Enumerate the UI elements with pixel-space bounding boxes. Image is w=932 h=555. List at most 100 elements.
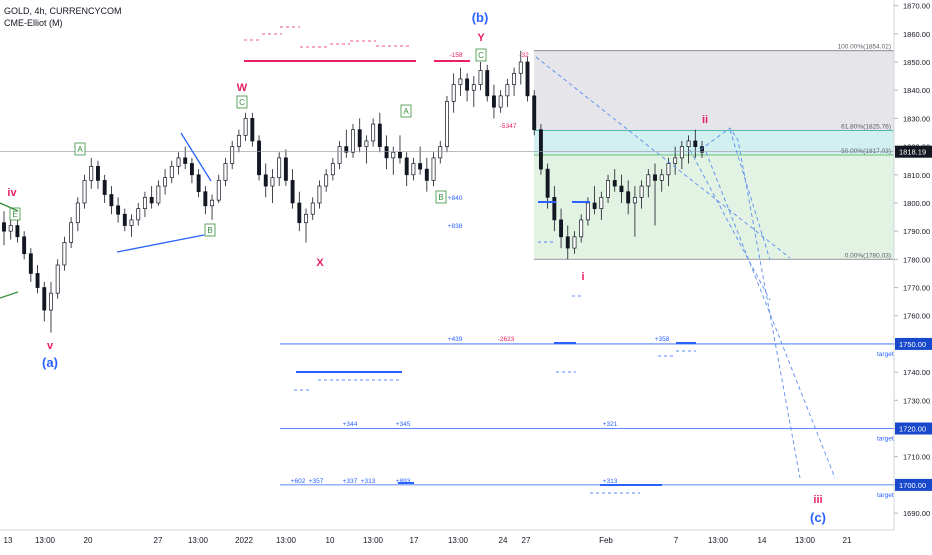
candle-body (518, 61, 523, 74)
target-tag: target (877, 436, 894, 443)
projection-path (705, 151, 836, 479)
y-tick-label: 1810.00 (903, 171, 930, 180)
subwave-box (475, 48, 487, 62)
candle-body (418, 163, 423, 170)
candle-body (223, 163, 228, 181)
order-note: +344 (343, 421, 358, 428)
candle-body (592, 202, 597, 209)
trend-line (0, 202, 19, 212)
subwave-label: C (239, 98, 245, 107)
y-tick-label: 1690.00 (903, 509, 930, 518)
subwave-box (400, 104, 412, 118)
candle-body (491, 95, 496, 108)
candlestick-series (2, 50, 704, 333)
order-note: +313 (603, 478, 618, 485)
candle-body (75, 202, 80, 224)
subwave-box (204, 223, 216, 237)
x-tick-label: Feb (599, 536, 613, 545)
candle-body (552, 196, 557, 221)
candle-body (310, 202, 315, 215)
y-tick-label: 1850.00 (903, 58, 930, 67)
wave-label: iii (813, 494, 822, 506)
candle-body (384, 146, 389, 159)
candle-body (270, 177, 275, 187)
fib-level-label: 61.80%(1825.76) (841, 123, 891, 130)
x-tick-label: 13:00 (448, 536, 469, 545)
wave-label: i (581, 271, 584, 283)
trend-line (180, 132, 212, 182)
target-price-badge (895, 337, 932, 350)
target-price-badge (895, 422, 932, 435)
candle-body (297, 202, 302, 224)
candle-body (203, 191, 208, 207)
candle-body (176, 157, 181, 167)
candle-body (512, 72, 517, 85)
candle-body (15, 225, 20, 238)
candle-body (612, 180, 617, 187)
x-tick-label: 10 (326, 536, 335, 545)
fib-level-label: 0.00%(1780.03) (845, 252, 891, 259)
candle-body (639, 185, 644, 198)
candle-body (371, 123, 376, 142)
candle-body (55, 264, 60, 294)
candle-body (156, 185, 161, 204)
candle-body (391, 151, 396, 159)
candle-body (142, 196, 147, 209)
candle-body (243, 118, 248, 136)
x-tick-label: 13 (4, 536, 13, 545)
candle-body (8, 225, 13, 232)
candle-body (82, 180, 87, 204)
candle-body (216, 180, 221, 201)
order-note: +602 (291, 478, 306, 485)
candle-body (585, 202, 590, 221)
candle-body (136, 208, 141, 221)
candle-body (357, 129, 362, 147)
candle-body (626, 191, 631, 204)
candle-body (438, 146, 443, 159)
candle-body (290, 180, 295, 204)
subwave-box (9, 207, 21, 221)
candle-body (411, 163, 416, 176)
x-tick-label: 14 (758, 536, 767, 545)
candle-body (337, 146, 342, 164)
order-note: +439 (448, 336, 463, 343)
target-price-label: 1720.00 (899, 425, 926, 434)
candle-body (344, 146, 349, 153)
candle-body (236, 134, 241, 147)
x-tick-label: 13:00 (708, 536, 729, 545)
candle-body (538, 129, 543, 170)
candle-body (377, 123, 382, 147)
target-tag: target (877, 492, 894, 499)
x-tick-label: 17 (410, 536, 419, 545)
y-tick-label: 1760.00 (903, 312, 930, 321)
candle-body (572, 236, 577, 249)
target-price-label: 1750.00 (899, 340, 926, 349)
candle-body (277, 157, 282, 178)
candle-body (498, 95, 503, 108)
wave-label: (c) (810, 510, 826, 525)
subwave-box (74, 142, 86, 156)
candle-body (532, 95, 537, 131)
projection-path (729, 129, 771, 261)
candle-body (679, 146, 684, 159)
order-note: +357 (309, 478, 324, 485)
candle-body (471, 84, 476, 91)
candle-body (404, 157, 409, 176)
projection-path (689, 149, 771, 301)
candle-body (579, 219, 584, 238)
candle-body (96, 165, 100, 181)
candle-body (465, 78, 470, 91)
x-tick-label: 27 (154, 536, 163, 545)
candle-body (250, 118, 255, 142)
candle-body (257, 140, 261, 176)
candle-body (169, 165, 174, 178)
trend-line (116, 234, 205, 253)
wave-label: X (316, 257, 324, 269)
candle-body (693, 140, 698, 147)
x-tick-label: 7 (674, 536, 679, 545)
order-note: +321 (603, 421, 618, 428)
x-tick-label: 21 (843, 536, 852, 545)
fib-level-label: 100.00%(1854.02) (838, 44, 892, 51)
